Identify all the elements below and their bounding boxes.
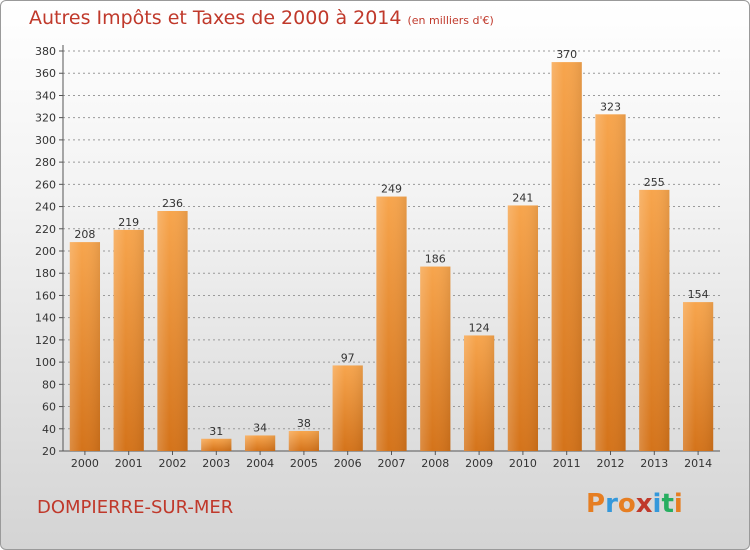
x-tick-label: 2006 xyxy=(334,457,362,470)
axis-layer: 20 40 60 80 100 120 140 160 180 200 220 240 260 280 30… xyxy=(35,45,720,470)
logo-letter: r xyxy=(605,489,618,519)
x-tick-label: 2010 xyxy=(509,457,537,470)
y-tick-label: 80 xyxy=(42,378,56,391)
bar-sheen xyxy=(639,189,670,451)
x-tick-label: 2009 xyxy=(465,457,493,470)
y-tick-label: 360 xyxy=(35,67,56,80)
bar-sheen xyxy=(157,211,188,451)
commune-name: DOMPIERRE-SUR-MER xyxy=(37,497,234,518)
y-tick-label: 320 xyxy=(35,112,56,125)
bar-sheen xyxy=(376,196,407,451)
bar-sheen xyxy=(595,114,626,451)
bar-sheen xyxy=(682,302,714,451)
bar-value-label: 323 xyxy=(600,100,621,113)
title-row: Autres Impôts et Taxes de 2000 à 2014 (en… xyxy=(29,7,494,29)
y-tick-label: 140 xyxy=(35,312,56,325)
logo-letter: t xyxy=(661,489,674,519)
bar-sheen xyxy=(244,435,276,451)
logo-letter: o xyxy=(617,489,636,519)
logo-letter: i xyxy=(673,489,683,519)
bar-value-label: 34 xyxy=(253,421,267,434)
logo-letter: P xyxy=(586,489,606,519)
x-tick-label: 2007 xyxy=(378,457,406,470)
y-tick-label: 220 xyxy=(35,223,56,236)
bar-value-label: 186 xyxy=(425,253,446,266)
x-tick-label: 2001 xyxy=(115,457,143,470)
chart-unit: (en milliers d'€) xyxy=(407,14,494,27)
x-tick-label: 2013 xyxy=(640,457,668,470)
y-tick-label: 120 xyxy=(35,334,56,347)
bar-value-label: 219 xyxy=(118,216,139,229)
y-tick-label: 160 xyxy=(35,289,56,302)
bar-value-label: 97 xyxy=(341,351,355,364)
y-tick-label: 380 xyxy=(35,45,56,58)
logo-letter: x xyxy=(635,489,653,519)
x-tick-label: 2004 xyxy=(246,457,274,470)
y-tick-label: 340 xyxy=(35,89,56,102)
x-tick-label: 2012 xyxy=(597,457,625,470)
bar-sheen xyxy=(201,438,232,451)
y-tick-label: 240 xyxy=(35,201,56,214)
y-tick-label: 20 xyxy=(42,445,56,458)
y-tick-label: 260 xyxy=(35,178,56,191)
bar-value-label: 241 xyxy=(512,191,533,204)
bar-sheen xyxy=(69,242,101,451)
bar-sheen xyxy=(463,335,495,451)
y-tick-label: 180 xyxy=(35,267,56,280)
x-tick-label: 2002 xyxy=(159,457,187,470)
bar-value-label: 370 xyxy=(556,48,577,61)
y-tick-label: 40 xyxy=(42,423,56,436)
bar-value-label: 255 xyxy=(644,176,665,189)
bar-sheen xyxy=(551,62,582,451)
bar-sheen xyxy=(113,229,144,451)
bar-sheen xyxy=(332,365,363,451)
x-tick-label: 2011 xyxy=(553,457,581,470)
bar-sheen xyxy=(507,205,539,451)
y-tick-label: 300 xyxy=(35,134,56,147)
proxiti-logo[interactable]: Proxiti xyxy=(586,489,683,519)
bar-value-label: 208 xyxy=(74,228,95,241)
bar-sheen xyxy=(420,266,451,451)
x-tick-label: 2000 xyxy=(71,457,99,470)
y-tick-label: 100 xyxy=(35,356,56,369)
y-tick-label: 280 xyxy=(35,156,56,169)
logo-letter: i xyxy=(652,489,662,519)
bar-value-label: 249 xyxy=(381,183,402,196)
y-tick-label: 60 xyxy=(42,401,56,414)
bar-sheen xyxy=(288,431,320,451)
chart-title: Autres Impôts et Taxes de 2000 à 2014 xyxy=(29,7,402,29)
bar-value-label: 124 xyxy=(469,321,490,334)
bar-layer: 208 219 236 31 34 38 97 249 186 124 241 370 323 255 15… xyxy=(69,48,714,451)
x-tick-label: 2014 xyxy=(684,457,712,470)
bar-value-label: 236 xyxy=(162,197,183,210)
bar-value-label: 31 xyxy=(209,425,223,438)
x-tick-label: 2008 xyxy=(421,457,449,470)
x-tick-label: 2003 xyxy=(202,457,230,470)
bar-value-label: 38 xyxy=(297,417,311,430)
y-tick-label: 200 xyxy=(35,245,56,258)
x-tick-label: 2005 xyxy=(290,457,318,470)
bar-value-label: 154 xyxy=(688,288,709,301)
